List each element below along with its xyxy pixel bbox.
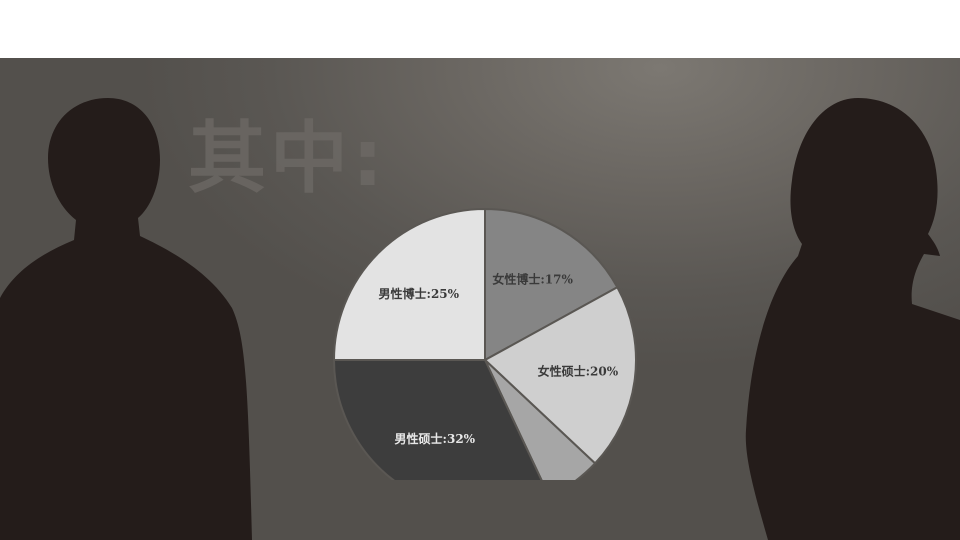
pie-slice-label: 女性博士:17% [492, 271, 573, 286]
pie-chart: 女性博士:17%女性硕士:20%女性本科:0%男性本科:6%男性硕士:32%男性… [332, 207, 637, 480]
slide-top-band [0, 0, 960, 58]
pie-slice [484, 207, 619, 362]
pie-slice-label: 男性硕士:32% [395, 431, 476, 446]
man-silhouette-icon [0, 58, 260, 540]
pie-slice [332, 359, 543, 480]
pie-slice [484, 359, 597, 480]
woman-silhouette-icon [740, 58, 960, 540]
pie-slice [483, 285, 637, 465]
pie-slice [332, 207, 486, 361]
pie-slice-label: 男性博士:25% [379, 286, 460, 301]
slide-heading: 其中: [188, 114, 388, 204]
pie-slice-label: 女性硕士:20% [538, 364, 619, 379]
